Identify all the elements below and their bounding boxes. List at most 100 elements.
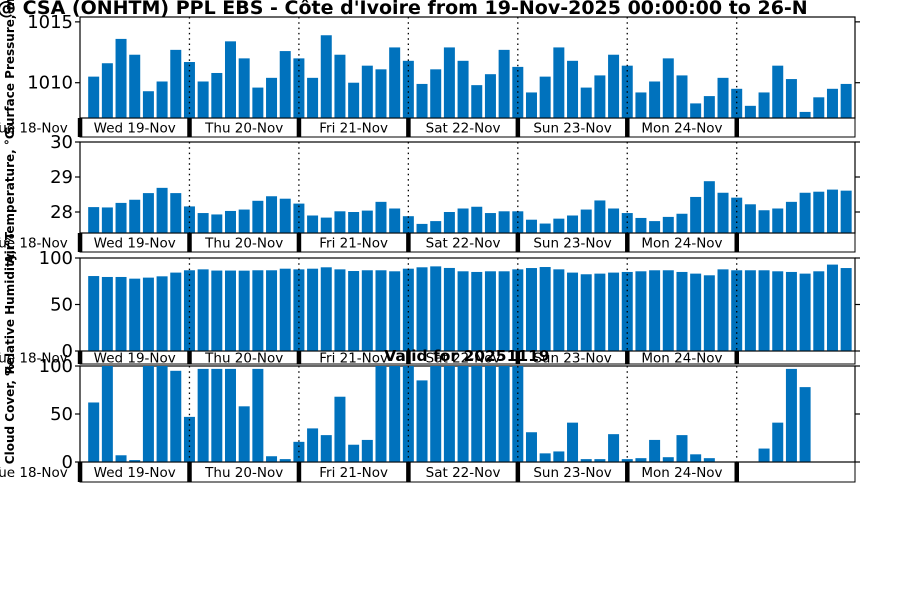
bar [539,453,551,462]
bar [758,448,770,462]
bar [676,435,688,462]
bar [840,268,852,351]
bar [703,458,715,462]
bars [88,264,852,351]
bar [553,47,565,118]
day-tick [77,233,83,252]
day-tick [187,351,192,364]
bar [101,63,113,118]
bar [539,223,551,233]
bar [785,201,797,233]
bar [690,103,702,118]
bar [539,267,551,351]
panel-air-temperature: 28 29 30 Wed 19-Nov Thu 20-Nov Fri 21-Nov Sat … [0,132,860,253]
bar [389,366,401,462]
bar [211,270,223,351]
day-label: Thu 20-Nov [204,465,283,481]
day-tick [625,351,630,364]
day-tick [406,351,411,364]
bar [498,49,510,118]
bar [567,215,579,233]
bar [88,402,100,462]
bar [293,269,305,351]
bar [580,274,592,351]
day-tick [515,462,521,482]
y-axis-label-surface-pressure: Surface Pressure, mb [3,0,17,135]
day-label: Sat 22-Nov [426,465,501,481]
bar [416,380,428,462]
bar [389,208,401,233]
bar [744,270,756,351]
day-label: Wed 19-Nov [94,121,176,137]
day-label: Fri 21-Nov [319,465,388,481]
bar [758,92,770,118]
bar [731,197,743,233]
bar [731,270,743,351]
bar [88,76,100,118]
bar [224,210,236,233]
bar [129,54,141,118]
bar [690,196,702,233]
day-tick [625,462,630,482]
valid-annotation: Valid for 20251119 [384,347,549,365]
bar [621,459,633,462]
bar [430,266,442,351]
bar [170,49,182,118]
bar [129,460,141,462]
bar [279,459,291,462]
bar [334,396,346,462]
bar [307,428,319,462]
bar [525,92,537,118]
bar [553,269,565,351]
y-tick-label: 0 [62,452,73,473]
start-day-label: Tue 18-Nov [0,351,68,367]
bar [402,268,414,351]
bar [676,271,688,351]
day-tick [406,118,411,137]
bars [88,181,852,233]
day-label: Mon 24-Nov [641,121,722,137]
bar [580,209,592,233]
day-label: Sun 23-Nov [533,236,611,252]
bar [457,208,469,233]
bar [703,275,715,351]
bar [498,211,510,233]
bar [443,47,455,118]
bar [840,83,852,118]
bar [635,271,647,351]
bar [416,223,428,233]
chart-title: @ CSA (ONHTM) PPL EBS - Côte d'Ivoire fr… [0,0,808,19]
bar [430,366,442,462]
bar [785,368,797,462]
bar [334,269,346,351]
bar [129,199,141,233]
y-tick-label: 1015 [27,12,73,33]
day-label: Sun 23-Nov [533,351,611,367]
bar [662,457,674,462]
day-label: Sat 22-Nov [426,351,501,367]
bar [170,272,182,351]
day-tick [734,351,739,364]
bar [238,270,250,351]
bar [142,277,154,351]
bar [594,459,606,462]
day-tick [734,233,739,252]
bar [156,276,168,351]
bar [224,41,236,119]
bar [375,270,387,351]
bar [197,213,209,233]
bar [484,271,496,351]
bar [690,273,702,351]
day-tick [77,351,83,364]
bar [156,366,168,462]
bar [375,366,387,462]
bar [266,196,278,233]
bar [594,75,606,118]
y-tick-label: 50 [50,295,73,316]
y-axis-label-relative-humidity: Relative Humidity, % [3,234,17,375]
bar [525,432,537,462]
bar [772,208,784,233]
day-label: Mon 24-Nov [641,465,722,481]
bar [101,207,113,233]
